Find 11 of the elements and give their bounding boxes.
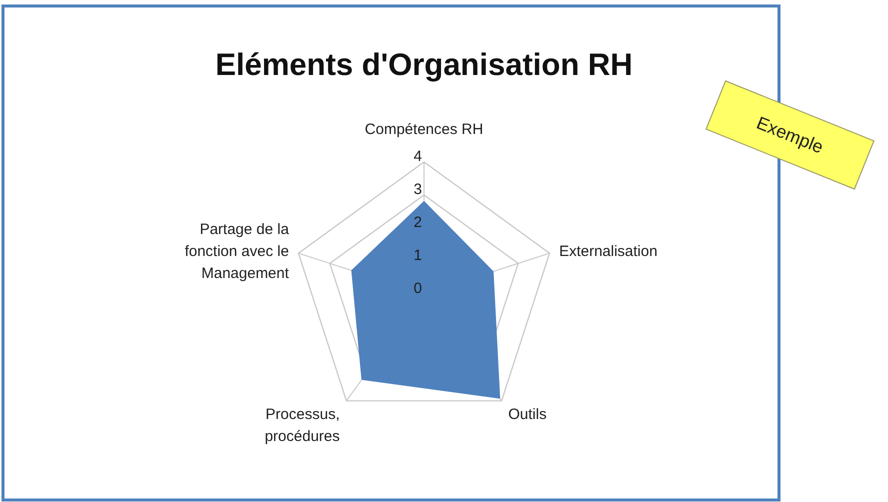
spoke-label: Externalisation — [559, 242, 658, 260]
y-tick-label: 1 — [414, 247, 422, 264]
y-tick-label: 2 — [414, 214, 422, 231]
spoke-label: Compétences RH — [364, 121, 484, 138]
y-tick-label: 3 — [414, 181, 422, 198]
spoke-label: Processus, procédures — [264, 406, 340, 446]
y-tick-label: 0 — [414, 280, 422, 297]
spoke-label: Outils — [508, 406, 547, 424]
spoke-label: Partage de la fonction avec le Management — [184, 220, 290, 282]
chart-title: Eléments d'Organisation RH — [215, 47, 633, 82]
y-tick-label: 4 — [414, 148, 422, 165]
